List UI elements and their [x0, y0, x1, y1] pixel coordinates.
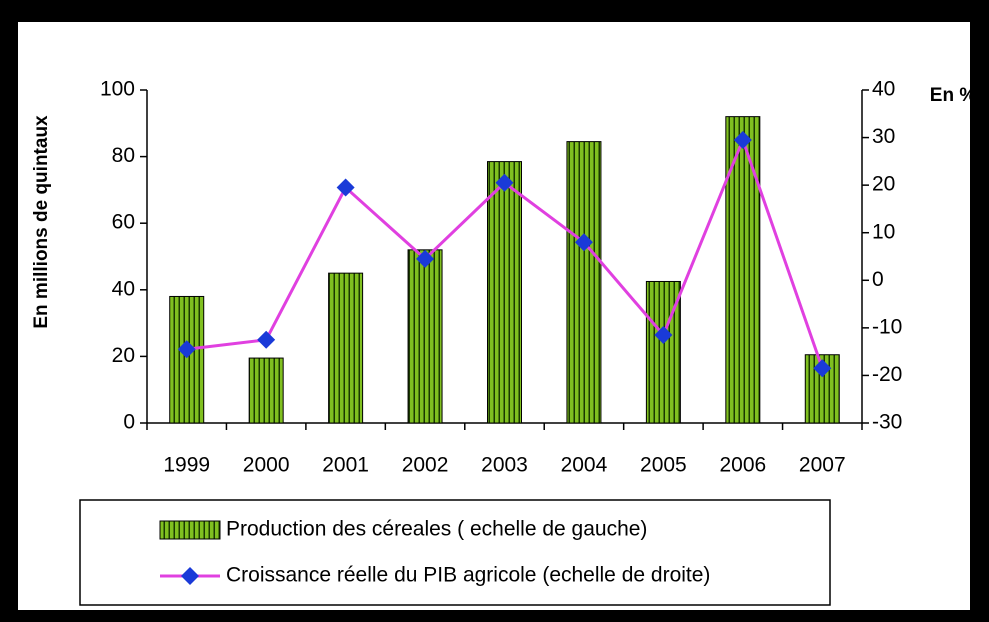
- x-tick-label: 2001: [322, 454, 369, 477]
- marker: [574, 233, 593, 252]
- y2-tick-label: 20: [872, 173, 895, 196]
- legend-label: Croissance réelle du PIB agricole (echel…: [226, 564, 710, 587]
- bar: [566, 141, 602, 424]
- marker: [257, 330, 276, 349]
- marker: [416, 249, 435, 268]
- y2-tick-label: -10: [872, 315, 902, 338]
- marker: [733, 130, 752, 149]
- marker: [336, 178, 355, 197]
- y2-tick-label: 30: [872, 125, 895, 148]
- y-tick-label: 100: [100, 78, 135, 101]
- marker: [654, 325, 673, 344]
- y2-tick-label: 40: [872, 78, 895, 101]
- x-tick-label: 2000: [243, 454, 290, 477]
- y2-tick-label: -30: [872, 411, 902, 434]
- x-tick-label: 1999: [163, 454, 210, 477]
- y-tick-label: 40: [112, 277, 135, 300]
- marker: [813, 359, 832, 378]
- y-tick-label: 20: [112, 344, 135, 367]
- legend-label: Production des céreales ( echelle de gau…: [226, 518, 647, 541]
- bar: [725, 116, 761, 424]
- marker: [495, 173, 514, 192]
- y-tick-label: 60: [112, 211, 135, 234]
- y2-tick-label: 10: [872, 220, 895, 243]
- x-tick-label: 2006: [719, 454, 766, 477]
- x-tick-label: 2003: [481, 454, 528, 477]
- bar: [487, 161, 522, 424]
- x-tick-label: 2005: [640, 454, 687, 477]
- x-tick-label: 2004: [561, 454, 608, 477]
- y-tick-label: 0: [123, 411, 135, 434]
- y-axis-label: En millions de quintaux: [31, 115, 52, 329]
- y-tick-label: 80: [112, 144, 135, 167]
- y2-axis-label: En %: [930, 85, 977, 106]
- bar: [407, 249, 443, 424]
- bar: [328, 272, 364, 424]
- x-tick-label: 2007: [799, 454, 846, 477]
- y2-tick-label: 0: [872, 268, 884, 291]
- bar: [169, 295, 205, 424]
- x-tick-label: 2002: [402, 454, 449, 477]
- marker: [177, 340, 196, 359]
- legend-marker: [181, 567, 199, 585]
- legend-swatch: [159, 520, 221, 540]
- legend-box: [79, 499, 831, 606]
- bar: [248, 357, 284, 424]
- y2-tick-label: -20: [872, 363, 902, 386]
